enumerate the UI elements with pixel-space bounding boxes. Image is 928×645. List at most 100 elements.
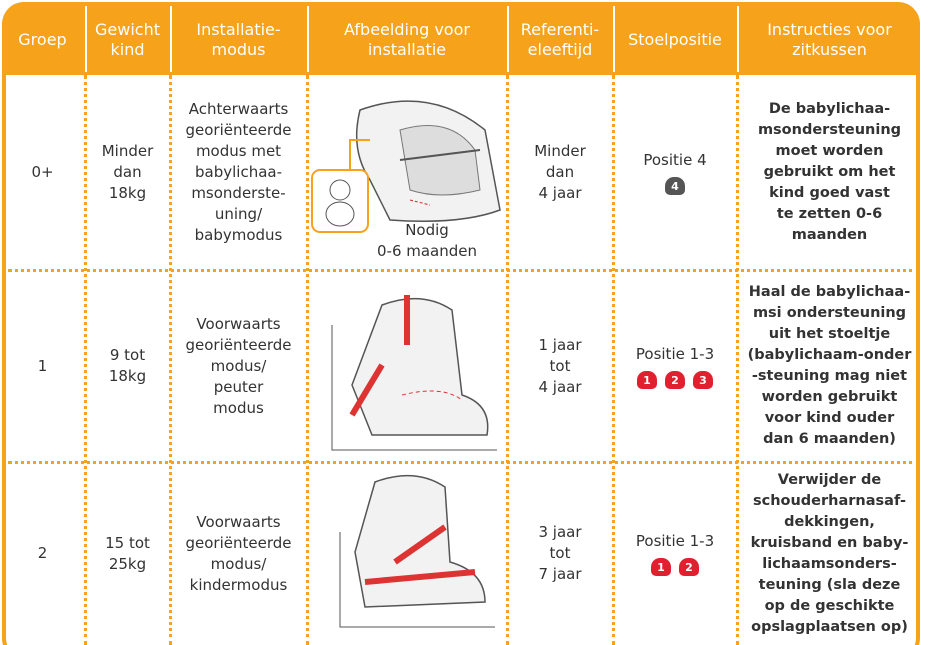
mode-line: modus: [213, 398, 264, 417]
instructions-line: (babylichaam-onder: [747, 347, 912, 363]
age-line: 4 jaar: [538, 377, 582, 396]
instructions-line: Haal de babylichaa-: [748, 284, 911, 300]
mode-line: kindermodus: [189, 575, 288, 594]
illustration-forward-facing-child: [339, 474, 495, 628]
header-separator: [507, 6, 509, 72]
instructions-line: dekkingen,: [784, 513, 875, 530]
weight-line: dan: [113, 163, 142, 181]
table-cell: 1: [4, 270, 81, 462]
instructions-line: -steuning mag niet: [751, 368, 908, 384]
position-text: Positie 4: [643, 151, 707, 169]
grid-line: [736, 75, 739, 645]
instructions-line: worden gebruikt: [761, 389, 898, 405]
table-cell: 1 jaar tot 4 jaar: [511, 270, 609, 462]
instructions-line: schouderharnasaf-: [752, 492, 907, 509]
table-cell: Voorwaarts georiënteerde modus/kindermodus: [174, 462, 303, 645]
badges: 4: [665, 177, 685, 195]
grid-line: [612, 75, 615, 645]
instructions-line: op de geschikte: [764, 597, 895, 614]
grid-line: [306, 75, 309, 645]
illustration-rear-facing: [311, 100, 501, 233]
header-text: installatie: [367, 39, 447, 59]
grid-line: [84, 75, 87, 645]
header-cell: Installatie-modus: [170, 4, 307, 75]
table-cell: 15 tot 25kg: [89, 462, 166, 645]
mode-line: babylichaa-: [195, 163, 282, 181]
header-text: Groep: [18, 29, 67, 49]
weight-line: 18kg: [108, 367, 147, 385]
header-text: Gewicht: [95, 19, 160, 39]
group-line: 1: [37, 356, 48, 375]
table-cell: 3 jaar tot 7 jaar: [511, 462, 609, 645]
table-cell: Voorwaarts georiënteerde modus/peuter modus: [174, 270, 303, 462]
mode-line: msonderste-: [191, 184, 286, 202]
instructions-line: lichaamsonders-: [762, 555, 897, 572]
age-line: 4 jaar: [538, 184, 582, 202]
header-cell: Afbeelding voor installatie: [307, 4, 507, 75]
position-badge: 2: [679, 558, 699, 576]
table-cell: Positie 1-3 1 2: [617, 462, 733, 645]
instructions-line: te zetten 0-6: [776, 206, 883, 222]
caption-line: Nodig: [405, 221, 449, 239]
instructions-line: maanden: [791, 227, 868, 243]
age-line: 7 jaar: [538, 565, 582, 583]
table-cell: Positie 1-3 1 2 3: [617, 270, 733, 462]
mode-line: Achterwaarts: [188, 100, 289, 118]
table-cell: De babylichaa-msondersteuning moet worden…: [741, 75, 918, 270]
weight-line: 9 tot: [109, 346, 146, 364]
position-text: Positie 1-3: [635, 344, 715, 363]
mode-line: Voorwaarts: [196, 512, 281, 531]
weight-line: Minder: [101, 142, 154, 160]
instructions-line: dan 6 maanden): [763, 431, 896, 447]
weight-line: 15 tot: [105, 533, 150, 552]
caption-line: 0-6 maanden: [376, 242, 478, 260]
mode-line: modus/: [210, 356, 267, 375]
weight-line: 25kg: [108, 554, 147, 573]
grid-line: [169, 75, 172, 645]
instructions-line: De babylichaa-: [768, 101, 891, 117]
mode-line: modus/: [210, 554, 267, 573]
table-cell: Haal de babylichaa-msi ondersteuning uit …: [741, 270, 918, 462]
group-line: 0+: [31, 163, 54, 181]
header-text: zitkussen: [792, 39, 867, 59]
table-cell: Minder dan 18kg: [89, 75, 166, 270]
header-separator: [170, 6, 172, 72]
mode-line: Voorwaarts: [196, 314, 281, 333]
grid-line: [506, 75, 509, 645]
header-text: Installatie-: [196, 19, 281, 39]
position-text: Positie 1-3: [635, 532, 715, 550]
table-cell: Minder dan 4 jaar: [511, 75, 609, 270]
age-line: 1 jaar: [538, 335, 582, 354]
table-cell: 2: [4, 462, 81, 645]
instructions-line: msi ondersteuning: [752, 305, 907, 321]
header-text: Afbeelding voor: [344, 19, 470, 39]
table-cell: Verwijder de schouderharnasaf-dekkingen, k…: [741, 462, 918, 645]
weight-line: 18kg: [108, 184, 147, 202]
group-line: 2: [37, 544, 48, 562]
header-separator: [737, 6, 739, 72]
instructions-line: msondersteuning: [757, 122, 902, 138]
position-badge: 1: [637, 370, 657, 389]
instructions-line: opslagplaatsen op): [751, 618, 908, 635]
table-cell: 0+: [4, 75, 81, 270]
position-badge: 4: [665, 177, 685, 195]
header-text: modus: [211, 39, 266, 59]
illustration-forward-facing-toddler: [331, 295, 497, 451]
mode-line: uning/: [214, 205, 263, 223]
header-text: kind: [110, 39, 145, 59]
header-cell: Gewicht kind: [85, 4, 170, 75]
instructions-line: gebruikt om het: [763, 164, 896, 180]
image-caption: Nodig 0-6 maanden: [347, 220, 507, 262]
mode-line: babymodus: [194, 226, 283, 244]
header-cell: Instructies voor zitkussen: [737, 4, 922, 75]
age-line: Minder: [534, 142, 586, 160]
table-cell: Positie 4 4: [617, 75, 733, 270]
header-text: eleeftijd: [527, 39, 593, 59]
mode-line: georiënteerde: [185, 533, 292, 552]
header-cell: Stoelpositie: [613, 4, 737, 75]
table-cell: Achterwaarts georiënteerde modus met babyli…: [174, 75, 303, 270]
